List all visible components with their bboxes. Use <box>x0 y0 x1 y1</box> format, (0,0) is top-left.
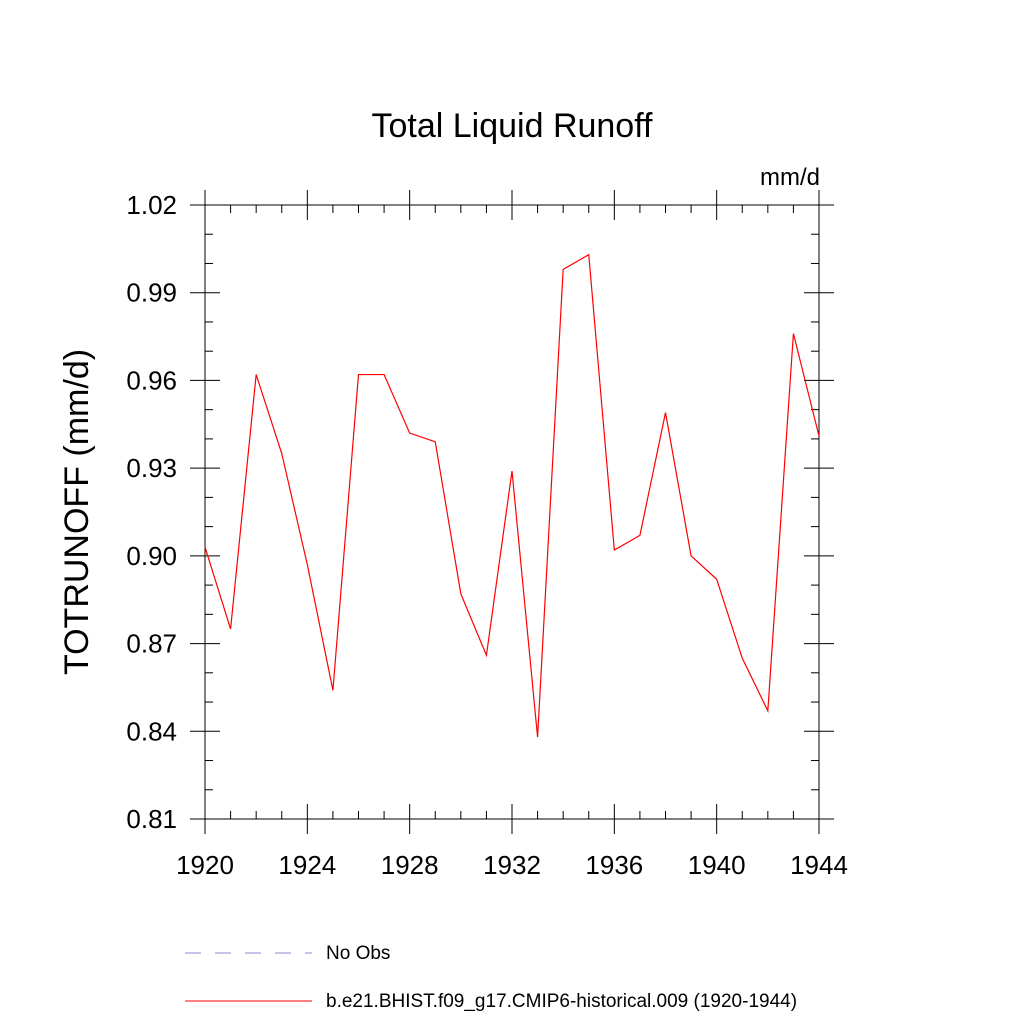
series-layer <box>204 253 820 738</box>
legend-label-no-obs: No Obs <box>326 943 390 964</box>
legend: No Obs b.e21.BHIST.f09_g17.CMIP6-histori… <box>185 943 797 1012</box>
x-tick-label: 1924 <box>278 850 336 880</box>
series-line <box>204 253 820 738</box>
chart-title: Total Liquid Runoff <box>371 107 653 145</box>
y-tick-label: 0.81 <box>126 804 177 834</box>
y-tick-label: 1.02 <box>126 190 177 220</box>
y-tick-label: 0.87 <box>126 629 177 659</box>
x-tick-label: 1940 <box>688 850 746 880</box>
y-axis-label: TOTRUNOFF (mm/d) <box>58 349 96 675</box>
y-tick-label: 0.96 <box>126 365 177 395</box>
x-tick-label: 1920 <box>176 850 234 880</box>
y-tick-label: 0.99 <box>126 278 177 308</box>
x-tick-label: 1936 <box>585 850 643 880</box>
x-tick-label: 1928 <box>381 850 439 880</box>
units-label: mm/d <box>760 164 820 191</box>
x-tick-label: 1944 <box>790 850 848 880</box>
legend-label-model-run: b.e21.BHIST.f09_g17.CMIP6-historical.009… <box>326 991 797 1012</box>
y-tick-label: 0.90 <box>126 541 177 571</box>
axes-layer: 0.81 0.84 0.87 0.90 0.93 0.96 0.99 1.02 1920 1924… <box>126 190 848 880</box>
x-tick-label: 1932 <box>483 850 541 880</box>
y-tick-label: 0.93 <box>126 453 177 483</box>
plot-frame <box>204 204 820 820</box>
y-tick-label: 0.84 <box>126 716 177 746</box>
